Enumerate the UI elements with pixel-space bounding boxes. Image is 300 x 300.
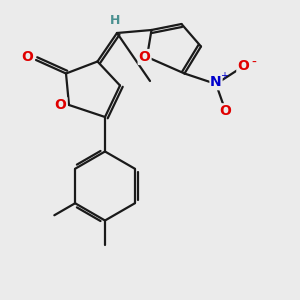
Text: N: N xyxy=(210,76,222,89)
Text: O: O xyxy=(55,98,67,112)
Text: O: O xyxy=(22,50,34,64)
Text: O: O xyxy=(237,59,249,73)
Text: +: + xyxy=(220,70,228,81)
Text: -: - xyxy=(251,56,256,70)
Text: H: H xyxy=(110,14,121,27)
Text: O: O xyxy=(219,104,231,118)
Text: O: O xyxy=(139,50,151,64)
